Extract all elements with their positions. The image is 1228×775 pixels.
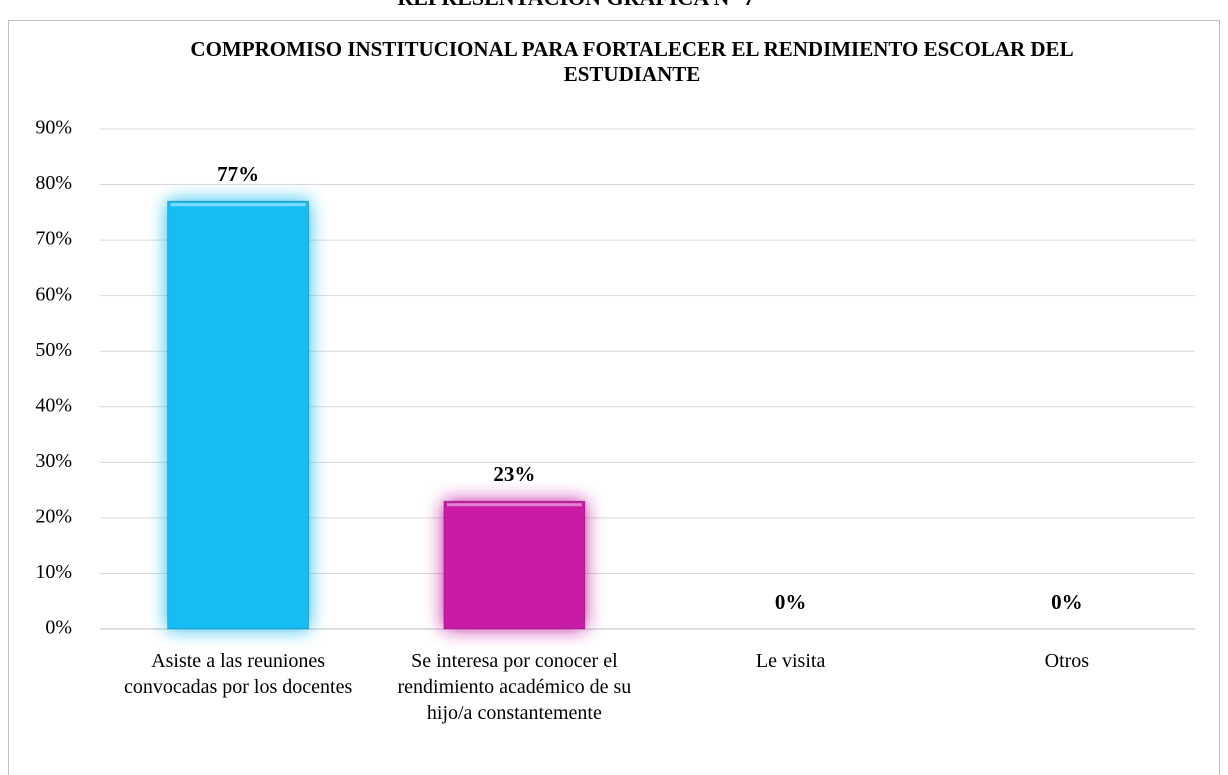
x-tick-label: Otros [1045,650,1090,672]
y-tick-label: 30% [35,450,72,472]
value-label: 77% [217,162,259,186]
y-tick-label: 80% [35,172,72,194]
x-tick-label: Asiste a las reuniones convocadas por los… [124,650,352,698]
y-tick-label: 60% [35,283,72,305]
y-tick-label: 10% [35,561,72,583]
chart-title: COMPROMISO INSTITUCIONAL PARA FORTALECER… [190,37,1073,86]
bar [443,500,586,630]
value-label: 23% [493,462,535,486]
y-tick-label: 0% [45,617,72,639]
y-tick-label: 50% [35,339,72,361]
value-label: 0% [1051,590,1083,614]
x-tick-label: Se interesa por conocer el rendimiento ac… [397,650,631,724]
bar-highlight [170,203,306,207]
y-tick-label: 70% [35,228,72,250]
x-tick-label: Le visita [756,650,826,672]
y-tick-label: 20% [35,505,72,527]
y-tick-label: 90% [35,117,72,139]
bar-highlight [446,503,582,507]
bar [167,200,310,630]
heading: REPRESENTACIÓN GRÁFICA N° 7 [397,0,754,10]
value-label: 0% [775,590,807,614]
y-tick-label: 40% [35,394,72,416]
